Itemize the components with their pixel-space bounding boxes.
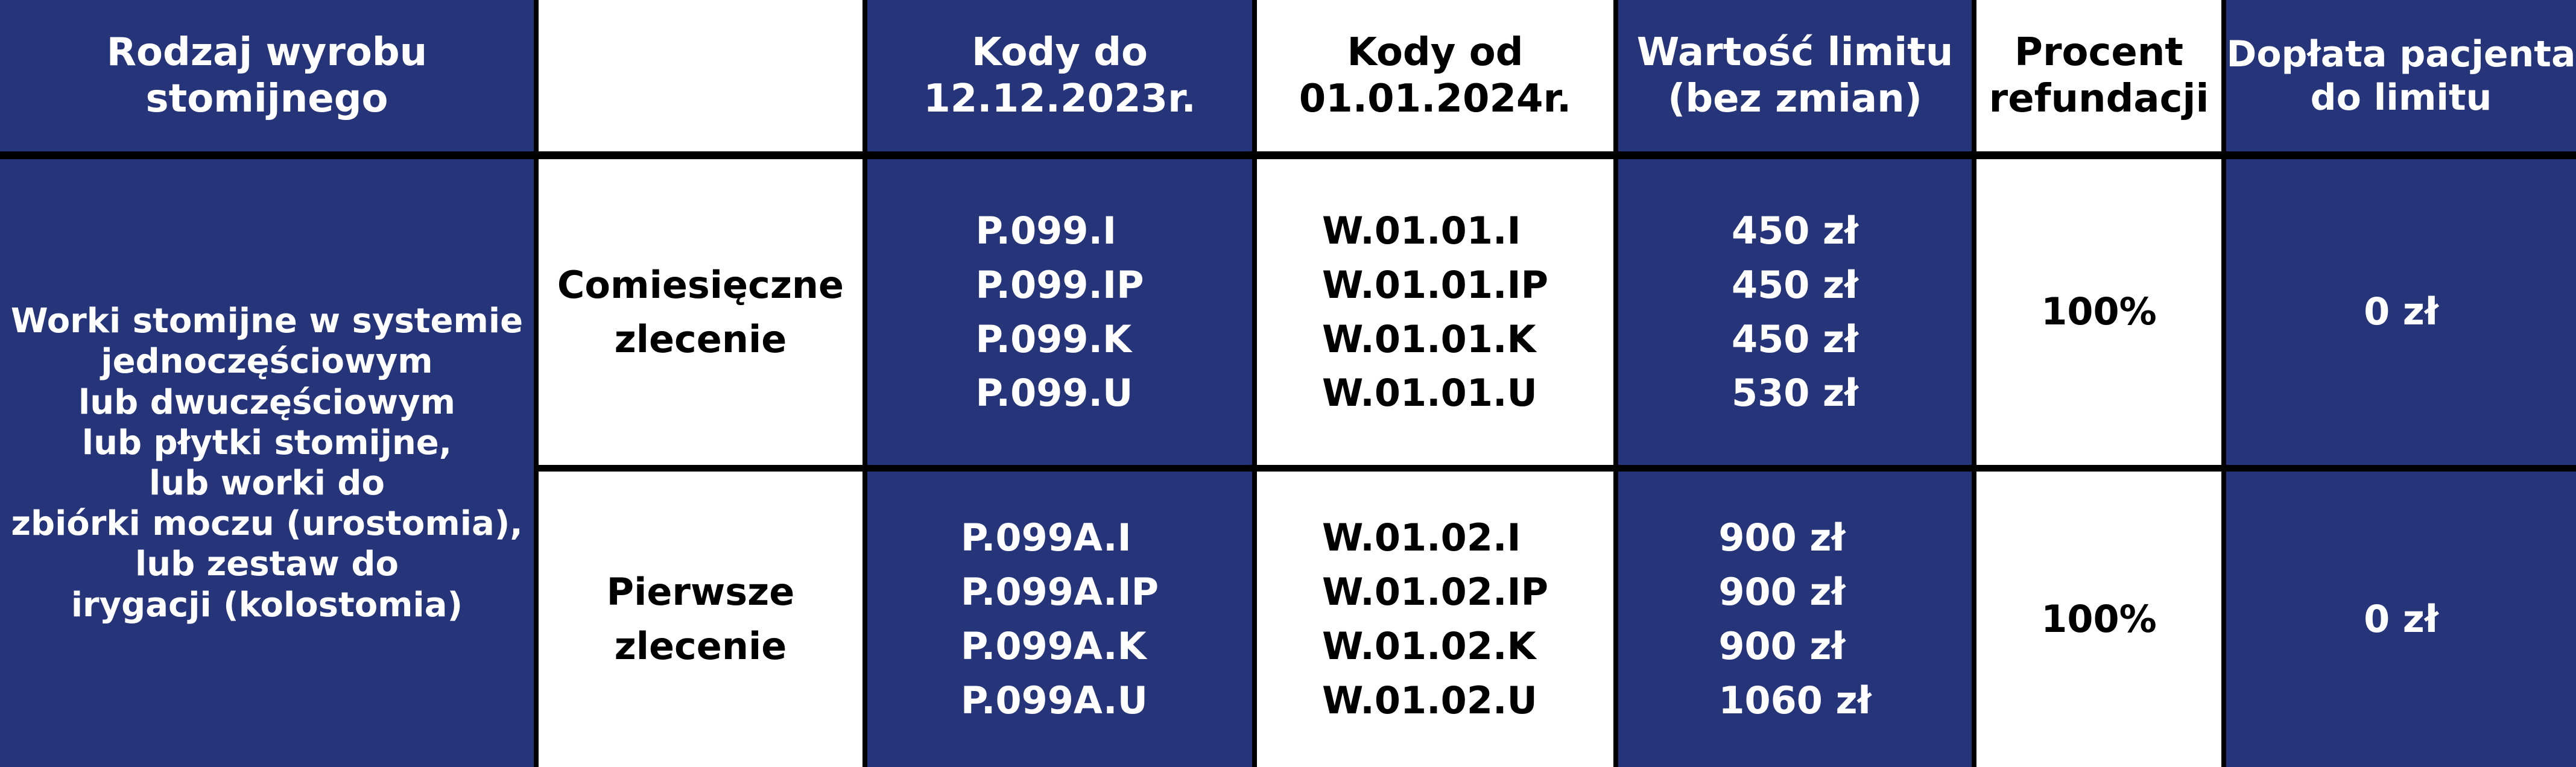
codes-until-cell: P.099.I P.099.IP P.099.K P.099.U: [867, 159, 1252, 465]
codes-from-cell: W.01.02.I W.01.02.IP W.01.02.K W.01.02.U: [1257, 472, 1613, 767]
text-line: lub zestaw do: [135, 544, 399, 584]
text-line: P.099.K: [975, 317, 1132, 361]
refund-percent-cell: 100%: [1976, 159, 2221, 465]
limit-value: 450 zł 450 zł 450 zł 530 zł: [1732, 204, 1858, 421]
patient-copay-cell: 0 zł: [2226, 159, 2576, 465]
codes-until-cell: P.099A.I P.099A.IP P.099A.K P.099A.U: [867, 472, 1252, 767]
text-line: Worki stomijne w systemie: [10, 301, 524, 341]
refund-header: Procent refundacji: [1989, 30, 2209, 122]
text-line: 0 zł: [2364, 596, 2438, 641]
limit-value-cell: 450 zł 450 zł 450 zł 530 zł: [1618, 159, 1972, 465]
text-line: Pierwsze: [606, 570, 795, 614]
codes-from: W.01.02.I W.01.02.IP W.01.02.K W.01.02.U: [1322, 511, 1548, 728]
product-description-cell: Worki stomijne w systemie jednoczęściowym…: [0, 159, 534, 767]
text-line: P.099.IP: [975, 262, 1144, 307]
product-type-header: Rodzaj wyrobu stomijnego: [107, 30, 427, 122]
text-line: zbiórki moczu (urostomia),: [11, 504, 523, 544]
text-line: W.01.02.U: [1321, 678, 1537, 722]
codes-from-header: Kody od 01.01.2024r.: [1299, 30, 1572, 122]
patient-copay: 0 zł: [2364, 597, 2438, 642]
text-line: 900 zł: [1718, 570, 1846, 614]
text-line: Wartość limitu: [1636, 30, 1954, 75]
text-line: zlecenie: [614, 317, 787, 361]
text-line: 12.12.2023r.: [923, 76, 1196, 121]
limit-value-header: Wartość limitu (bez zmian): [1637, 30, 1954, 122]
text-line: P.099A.IP: [960, 570, 1159, 614]
text-line: Rodzaj wyrobu: [106, 30, 428, 75]
text-line: Dopłata pacjenta: [2226, 33, 2576, 75]
refund-header-cell: Procent refundacji: [1976, 0, 2221, 151]
product-type-header-cell: Rodzaj wyrobu stomijnego: [0, 0, 534, 151]
text-line: 450 zł: [1731, 262, 1859, 307]
copay-header-cell: Dopłata pacjenta do limitu: [2226, 0, 2576, 151]
codes-until-header-cell: Kody do 12.12.2023r.: [867, 0, 1252, 151]
text-line: W.01.01.U: [1321, 371, 1537, 415]
text-line: 1060 zł: [1718, 678, 1872, 722]
text-line: do limitu: [2310, 76, 2492, 119]
limit-value-header-cell: Wartość limitu (bez zmian): [1618, 0, 1972, 151]
text-line: W.01.01.K: [1321, 317, 1536, 361]
text-line: 900 zł: [1718, 516, 1846, 560]
text-line: 450 zł: [1731, 208, 1859, 253]
patient-copay: 0 zł: [2364, 289, 2438, 334]
text-line: (bez zmian): [1668, 76, 1922, 121]
copay-header: Dopłata pacjenta do limitu: [2227, 33, 2576, 119]
order-type-cell: Comiesięczne zlecenie: [539, 159, 862, 465]
empty-header-cell: [539, 0, 862, 151]
codes-until: P.099A.I P.099A.IP P.099A.K P.099A.U: [961, 511, 1159, 728]
refund-percent: 100%: [2041, 597, 2157, 642]
text-line: P.099.I: [975, 208, 1117, 253]
text-line: 100%: [2041, 289, 2157, 334]
text-line: 0 zł: [2364, 289, 2438, 334]
text-line: W.01.01.IP: [1321, 262, 1549, 307]
text-line: 530 zł: [1731, 371, 1859, 415]
codes-until-header: Kody do 12.12.2023r.: [923, 30, 1196, 122]
text-line: Comiesięczne: [557, 262, 844, 307]
patient-copay-cell: 0 zł: [2226, 472, 2576, 767]
text-line: Kody do: [971, 30, 1148, 75]
text-line: 900 zł: [1718, 624, 1846, 668]
text-line: lub worki do: [149, 464, 385, 503]
codes-until: P.099.I P.099.IP P.099.K P.099.U: [975, 204, 1144, 421]
text-line: lub dwuczęściowym: [78, 382, 455, 422]
text-line: P.099.U: [975, 371, 1133, 415]
text-line: W.01.02.K: [1321, 624, 1536, 668]
refund-percent-cell: 100%: [1976, 472, 2221, 767]
text-line: P.099A.I: [960, 516, 1131, 560]
text-line: jednoczęściowym: [101, 342, 433, 382]
text-line: zlecenie: [614, 624, 787, 668]
limit-value-cell: 900 zł 900 zł 900 zł 1060 zł: [1618, 472, 1972, 767]
text-line: lub płytki stomijne,: [81, 423, 452, 462]
refund-percent: 100%: [2041, 289, 2157, 334]
product-description: Worki stomijne w systemie jednoczęściowym…: [11, 301, 523, 625]
order-type-cell: Pierwsze zlecenie: [539, 472, 862, 767]
text-line: 100%: [2041, 596, 2157, 641]
text-line: W.01.02.IP: [1321, 570, 1549, 614]
limit-value: 900 zł 900 zł 900 zł 1060 zł: [1718, 511, 1871, 728]
codes-from-header-cell: Kody od 01.01.2024r.: [1257, 0, 1613, 151]
text-line: stomijnego: [145, 76, 388, 121]
text-line: 01.01.2024r.: [1299, 76, 1572, 121]
text-line: 450 zł: [1731, 317, 1859, 361]
text-line: refundacji: [1989, 76, 2209, 121]
text-line: Procent: [2014, 30, 2183, 75]
order-type: Pierwsze zlecenie: [607, 565, 795, 674]
codes-from-cell: W.01.01.I W.01.01.IP W.01.01.K W.01.01.U: [1257, 159, 1613, 465]
text-line: W.01.02.I: [1321, 516, 1521, 560]
text-line: P.099A.U: [960, 678, 1148, 722]
order-type: Comiesięczne zlecenie: [557, 258, 844, 367]
text-line: P.099A.K: [960, 624, 1147, 668]
text-line: irygacji (kolostomia): [71, 585, 463, 625]
text-line: W.01.01.I: [1321, 208, 1521, 253]
codes-from: W.01.01.I W.01.01.IP W.01.01.K W.01.01.U: [1322, 204, 1548, 421]
text-line: Kody od: [1347, 30, 1524, 75]
